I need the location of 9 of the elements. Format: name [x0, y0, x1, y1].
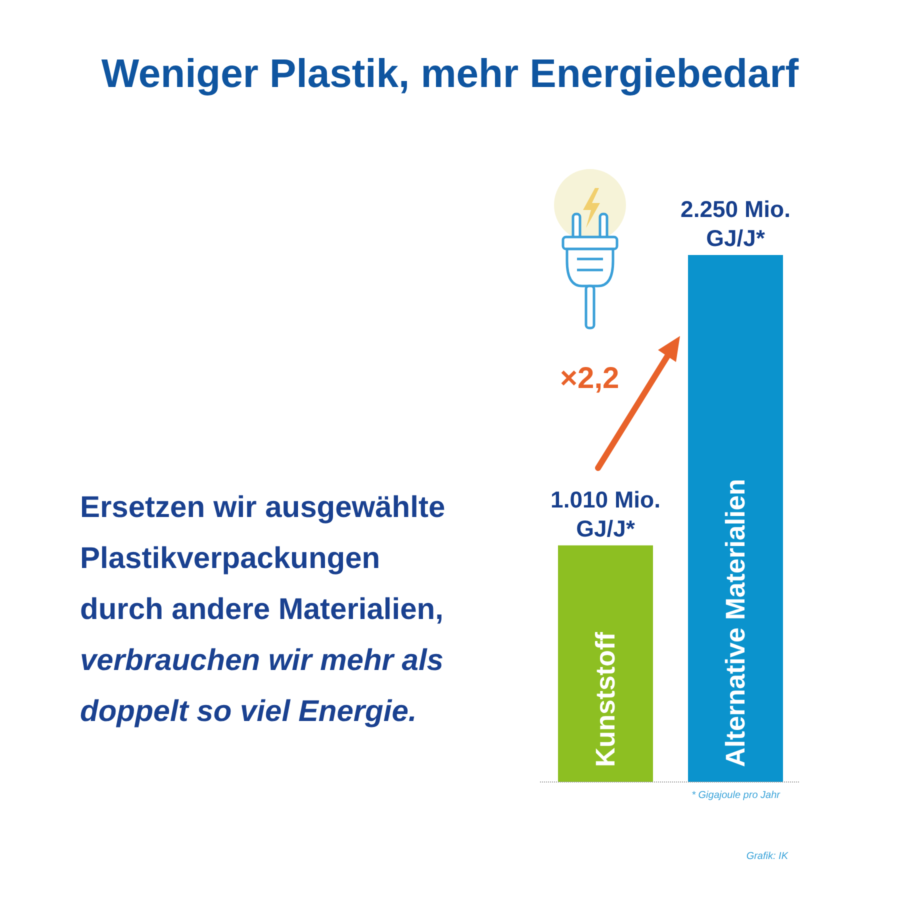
x-tick-label: Alternative Materialien	[720, 478, 750, 767]
text: verbrauchen wir mehr als doppelt so viel Energie.	[80, 643, 444, 730]
chart-title: Weniger Plastik, mehr Energiebedarf	[100, 52, 800, 97]
text: * Gigajoule pro Jahr	[690, 789, 780, 803]
data-label: 1.010 Mio. GJ/J*	[550, 486, 660, 542]
annotation: ×2,2	[560, 362, 620, 396]
text: Grafik: IK	[745, 850, 788, 864]
x-tick-label: Kunststoff	[590, 631, 620, 767]
data-label: 2.250 Mio. GJ/J*	[680, 196, 790, 251]
